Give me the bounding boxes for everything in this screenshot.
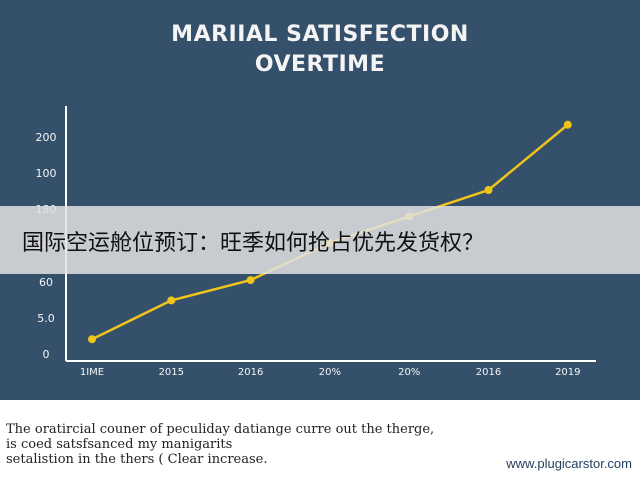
chart-caption: The oratircial couner of peculiday datia…: [6, 422, 486, 467]
chart-title: MARIIAL SATISFECTION OVERTIME: [0, 20, 640, 80]
chart-title-line-1: MARIIAL SATISFECTION: [171, 22, 469, 47]
caption-line-2: is coed satsfsanced my manigarits: [6, 437, 233, 452]
y-tick-label: 100: [36, 167, 57, 180]
x-tick-label: 2019: [555, 367, 580, 378]
banner-text: 国际空运舱位预订：旺季如何抢占优先发货权？: [22, 231, 485, 256]
data-point: [88, 335, 96, 344]
chart-panel: 05.060100180100200 1IME2015201620%20%201…: [0, 0, 640, 400]
chart-title-line-2: OVERTIME: [254, 52, 386, 77]
data-point: [563, 120, 572, 129]
caption-line-3: setalistion in the thers ( Clear increas…: [6, 452, 268, 467]
x-tick-label: 1IME: [80, 367, 104, 378]
x-tick-label: 2016: [476, 367, 501, 378]
x-tick-label: 2015: [159, 367, 184, 378]
caption-line-1: The oratircial couner of peculiday datia…: [6, 422, 435, 437]
data-point: [246, 276, 255, 285]
data-point: [484, 186, 493, 194]
x-tick-label: 2016: [238, 367, 263, 378]
y-tick-label: 0: [43, 348, 50, 361]
overlay-banner: 国际空运舱位预订：旺季如何抢占优先发货权？: [0, 206, 640, 274]
y-tick-label: 60: [39, 276, 53, 289]
footer: [0, 400, 640, 480]
website-link[interactable]: www.plugicarstor.com: [506, 456, 632, 471]
y-tick-label: 5.0: [37, 312, 55, 325]
data-point: [167, 296, 176, 305]
x-tick-label: 20%: [398, 367, 420, 378]
x-tick-label: 20%: [319, 367, 341, 378]
y-tick-label: 200: [36, 131, 57, 144]
